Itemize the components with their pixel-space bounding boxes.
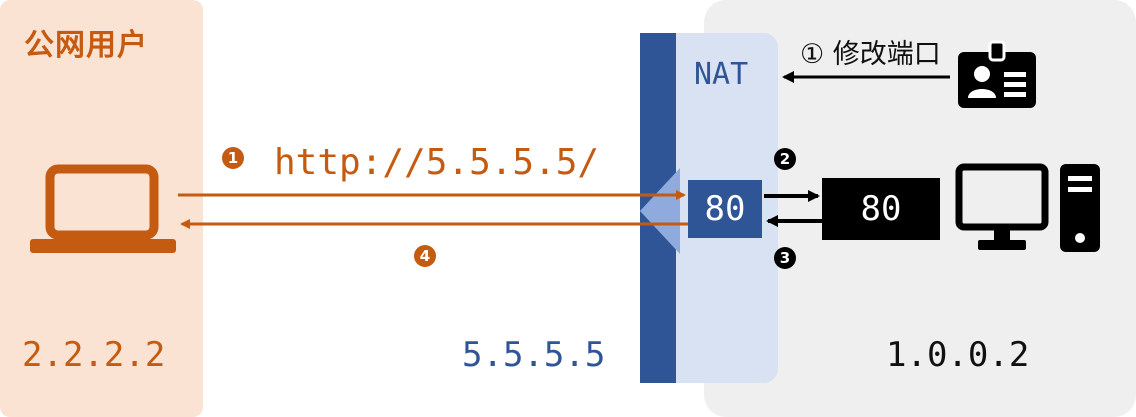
public-user-zone [0,0,203,417]
step-4-badge: 4 [414,245,436,267]
public-user-title: 公网用户 [24,28,148,63]
nat-label: NAT [694,57,749,92]
step-1-badge: 1 [222,147,244,169]
nat-ip-label: 5.5.5.5 [462,335,606,375]
step-3-badge: 3 [774,247,796,269]
desktop-computer-icon [955,163,1100,252]
laptop-icon [30,164,176,253]
nat-port-box: 80 [688,180,762,238]
public-ip-label: 2.2.2.2 [22,335,166,375]
server-port-box: 80 [822,178,940,240]
request-url-label: http://5.5.5.5/ [274,142,600,183]
id-badge-icon [958,40,1036,108]
admin-note-label: ① 修改端口 [800,39,941,70]
nat-port-notch [640,168,680,254]
private-ip-label: 1.0.0.2 [886,335,1030,375]
step-2-badge: 2 [774,148,796,170]
